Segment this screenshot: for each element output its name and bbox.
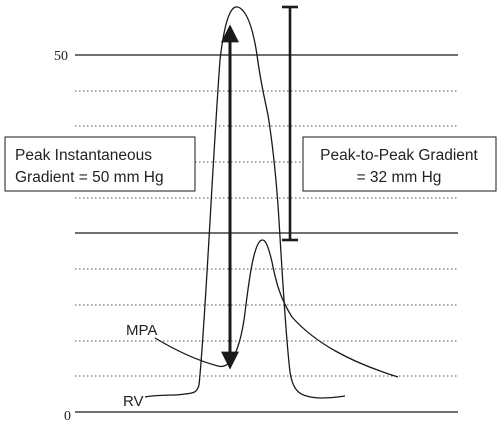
annotation-text-line: = 32 mm Hg	[357, 169, 442, 186]
rv-pressure-curve	[144, 6, 346, 399]
mpa-curve-label: MPA	[126, 322, 157, 339]
annotation-box-frame	[302, 136, 497, 192]
tick-label-50: 50	[54, 49, 68, 64]
peak-to-peak-box: Peak-to-Peak Gradient = 32 mm Hg	[302, 136, 497, 192]
annotation-text-line: Peak Instantaneous	[15, 147, 152, 164]
mpa-pressure-curve	[154, 239, 399, 378]
peak-instantaneous-box: Peak Instantaneous Gradient = 50 mm Hg	[4, 136, 196, 192]
annotation-text-line: Gradient = 50 mm Hg	[15, 169, 164, 186]
peak-to-peak-bracket	[282, 5, 298, 242]
annotation-text-line: Peak-to-Peak Gradient	[320, 147, 478, 164]
tick-label-0: 0	[64, 409, 71, 424]
annotation-box-frame	[4, 136, 196, 192]
rv-curve-label: RV	[123, 393, 144, 410]
